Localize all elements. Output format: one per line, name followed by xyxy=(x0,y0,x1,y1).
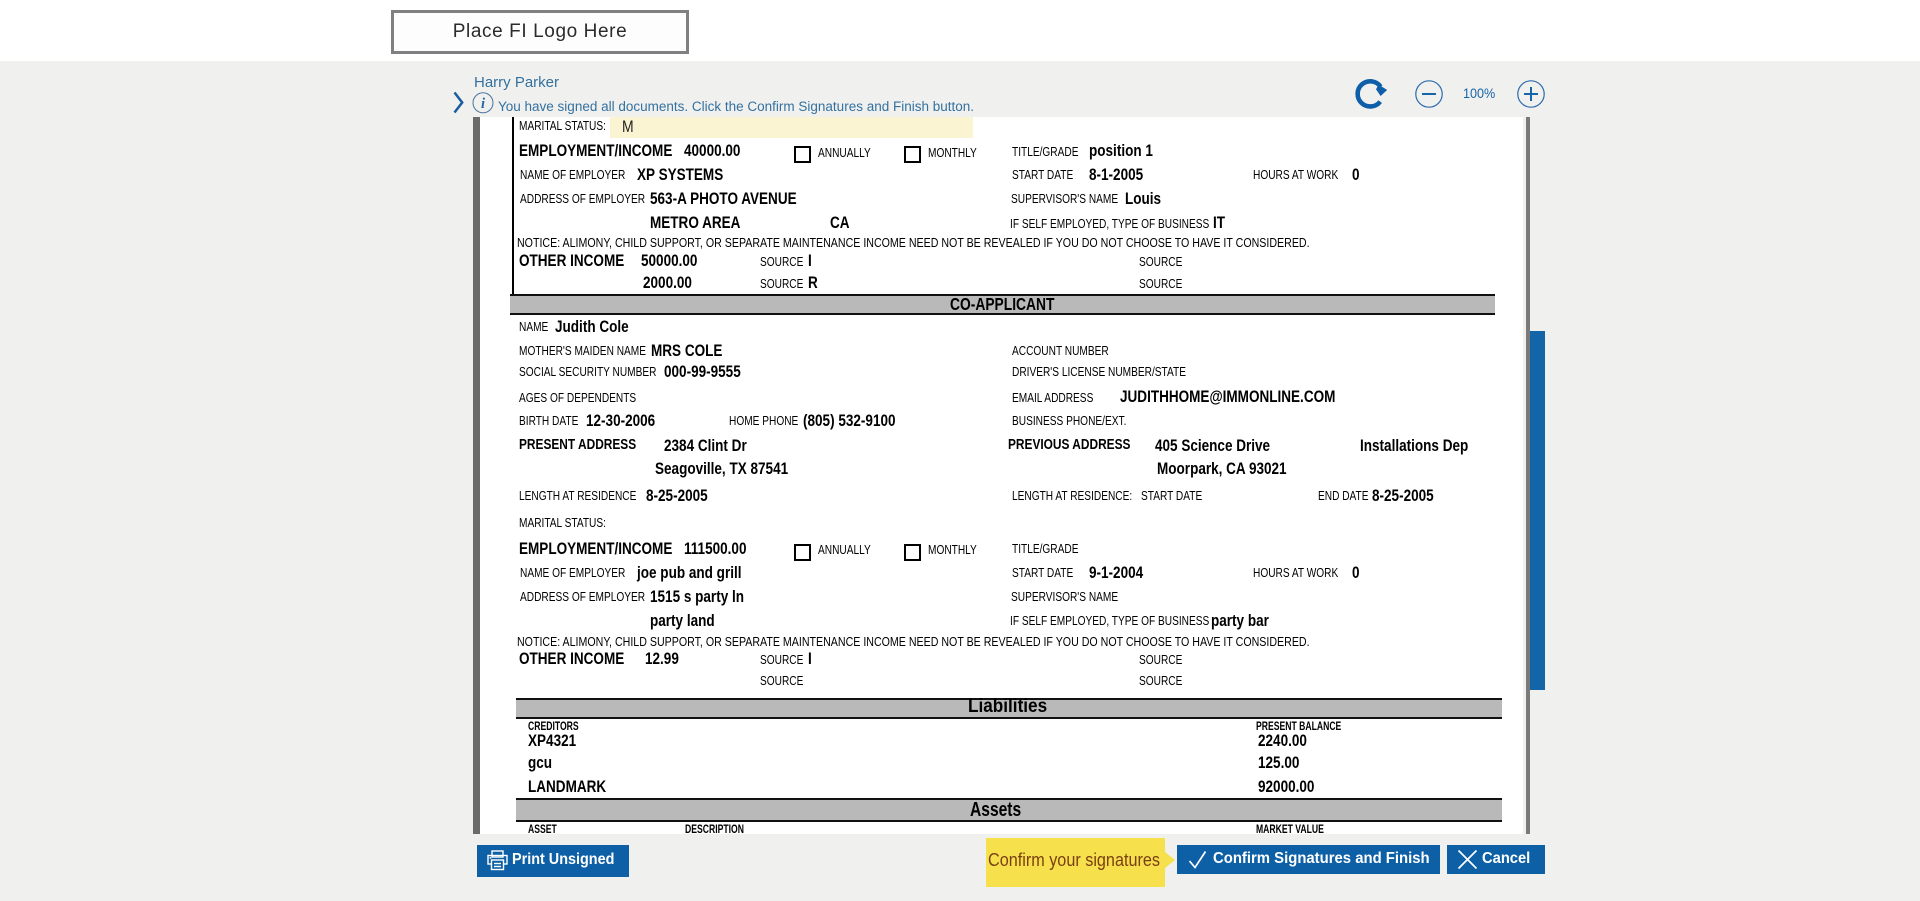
svg-text:i: i xyxy=(480,96,484,112)
